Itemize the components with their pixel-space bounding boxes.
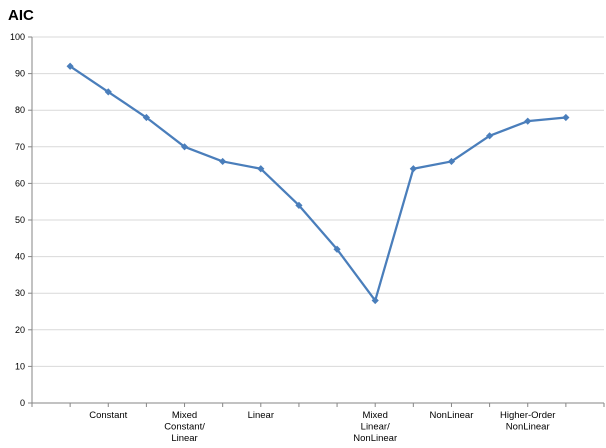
y-tick-label: 10	[15, 361, 25, 371]
y-tick-labels: 0 10 20 30 40 50 60 70 80 90 100	[10, 32, 25, 408]
y-tick-label: 60	[15, 178, 25, 188]
x-category-label: NonLinear	[430, 410, 474, 421]
y-tick-label: 20	[15, 325, 25, 335]
y-tick-label: 50	[15, 215, 25, 225]
x-category-label-line: Linear/	[361, 422, 390, 433]
x-category-label-line: Mixed	[363, 410, 388, 421]
axes	[28, 36, 605, 407]
y-tick-label: 80	[15, 105, 25, 115]
y-tick-label: 70	[15, 142, 25, 152]
x-category-label-line: Constant	[89, 410, 127, 421]
data-point-marker	[66, 62, 74, 70]
x-category-label-line: NonLinear	[353, 433, 397, 444]
data-point-marker	[180, 143, 189, 151]
data-point-marker	[409, 165, 417, 173]
x-category-label-line: Mixed	[172, 410, 197, 421]
x-category-label-line: Constant/	[164, 422, 205, 433]
data-point-marker	[562, 113, 570, 122]
x-category-label: Mixed Linear/NonLinear	[353, 410, 397, 444]
data-point-marker	[219, 157, 227, 166]
x-category-label-line: Higher-Order	[500, 410, 555, 421]
series-line	[69, 65, 566, 302]
y-tick-label: 30	[15, 288, 25, 298]
x-category-label-line: NonLinear	[506, 422, 550, 433]
data-markers	[66, 62, 570, 305]
data-point-marker	[295, 201, 303, 209]
x-category-label: Constant	[89, 410, 127, 421]
chart-title: AIC	[8, 7, 34, 24]
data-point-marker	[486, 132, 494, 140]
data-point-marker	[104, 88, 112, 96]
data-point-marker	[142, 113, 150, 122]
data-point-marker	[447, 157, 456, 166]
y-tick-label: 90	[15, 69, 25, 79]
x-category-label: Higher-Order NonLinear	[500, 410, 555, 433]
data-point-marker	[371, 296, 379, 305]
y-tick-label: 100	[10, 32, 25, 42]
x-category-label: Linear	[248, 410, 274, 421]
x-category-label: Mixed Constant/Linear	[164, 410, 205, 444]
x-category-label-line: Linear	[248, 410, 274, 421]
data-point-marker	[257, 165, 265, 173]
y-tick-label: 40	[15, 252, 25, 262]
data-point-marker	[524, 117, 532, 125]
y-tick-label: 0	[20, 398, 25, 408]
gridlines	[32, 36, 604, 367]
x-category-label-line: Linear	[171, 433, 197, 444]
data-point-marker	[333, 245, 341, 253]
series-lines	[69, 65, 566, 302]
x-category-label-line: NonLinear	[430, 410, 474, 421]
